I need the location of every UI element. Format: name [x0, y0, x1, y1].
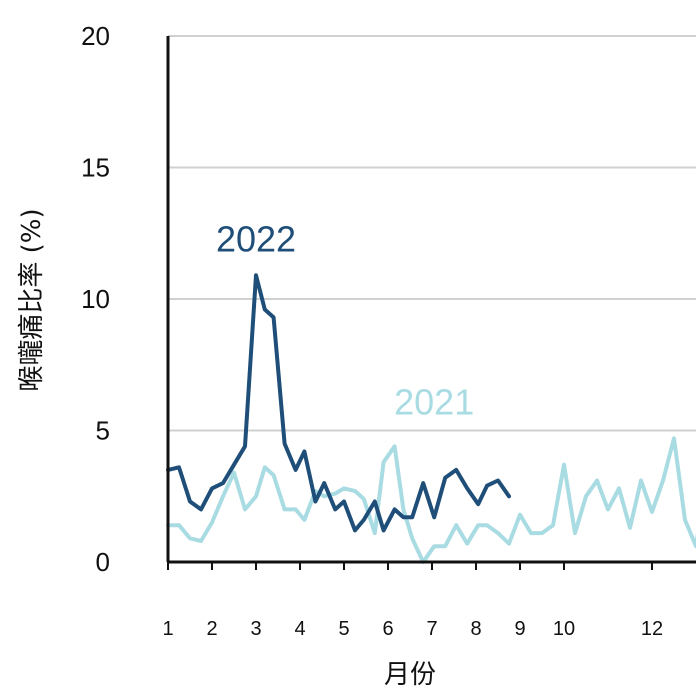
y-axis-ticks: 0 5 10 15 20: [81, 21, 110, 577]
series-line-2022: [166, 273, 511, 533]
x-tick-label: 4: [294, 618, 305, 640]
x-tick-label: 2: [206, 618, 217, 640]
x-tick-label: 6: [382, 618, 393, 640]
x-tick-label: 5: [338, 618, 349, 640]
x-tick-label: 10: [553, 618, 575, 640]
x-tick-label: 9: [514, 618, 525, 640]
y-tick-label: 10: [81, 284, 110, 314]
y-tick-label: 0: [96, 547, 110, 577]
series-label-2022: 2022: [216, 219, 296, 260]
y-axis-title: 喉嚨痛比率 (%): [17, 208, 47, 391]
x-tick-label: 8: [470, 618, 481, 640]
y-tick-label: 5: [96, 416, 110, 446]
series-label-2021: 2021: [394, 382, 474, 423]
x-axis-title: 月份: [384, 660, 436, 688]
x-tick-label: 1: [162, 618, 173, 640]
series-lines: [166, 273, 696, 564]
x-tick-label: 12: [641, 618, 663, 640]
x-axis-ticks: 1 2 3 4 5 6 7 8 9 10 12: [162, 562, 663, 640]
series-labels: 2022 2021: [216, 219, 474, 423]
axes: [166, 36, 696, 564]
y-tick-label: 20: [81, 21, 110, 51]
x-tick-label: 3: [250, 618, 261, 640]
y-tick-label: 15: [81, 153, 110, 183]
series-line-2021: [166, 436, 696, 564]
x-tick-label: 7: [426, 618, 437, 640]
